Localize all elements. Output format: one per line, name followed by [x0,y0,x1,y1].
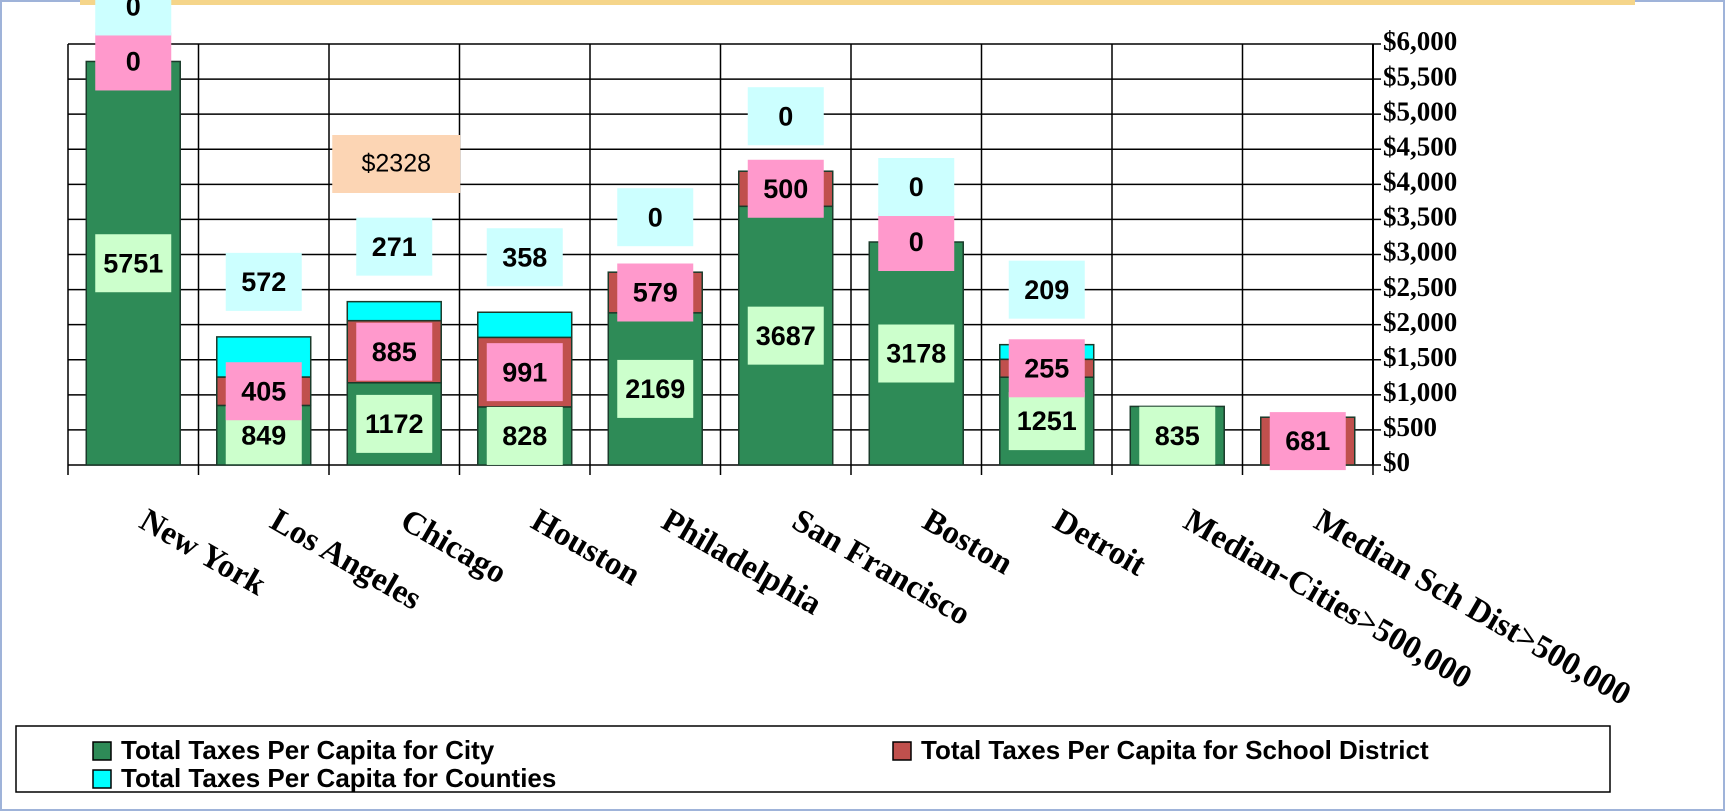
data-label-box [747,159,824,218]
data-label-box [356,394,433,453]
bar-segment [477,311,573,339]
data-label: 0 [909,172,924,202]
data-label: 209 [1024,275,1069,305]
data-label: 3178 [886,339,946,369]
data-label-box [486,343,563,402]
data-label: 500 [763,174,808,204]
legend-box [15,725,1611,793]
data-label-box [95,234,172,293]
data-label-box [617,263,694,322]
data-label-box [95,32,172,91]
bar-segment [346,300,442,322]
y-tick-label: $6,000 [1383,26,1457,56]
data-label-box [878,213,955,272]
data-label-box [225,362,302,421]
data-label-box [356,322,433,381]
legend-label: Total Taxes Per Capita for Counties [121,763,556,793]
data-label-box [747,87,824,146]
data-label-box [878,324,955,383]
data-label-box [486,406,563,465]
data-label: 0 [126,0,141,22]
data-label: 358 [502,242,547,272]
data-label-box [225,252,302,311]
data-label: 835 [1155,421,1200,451]
data-label: 849 [241,420,286,450]
data-label-box [1139,406,1216,465]
data-label: 572 [241,267,286,297]
data-label-box [747,306,824,365]
legend-swatch [92,769,112,789]
legend-label: Total Taxes Per Capita for City [121,735,495,765]
legend-swatch [92,741,112,761]
data-label: 5751 [103,248,163,278]
data-label: 1172 [365,409,424,439]
data-label: 0 [648,202,663,232]
data-label-box [1008,339,1085,398]
annotation-box [332,135,461,193]
data-label: 681 [1285,426,1330,456]
data-label: 1251 [1017,406,1077,436]
data-label: 0 [909,227,924,257]
y-tick-label: $5,000 [1383,96,1457,126]
data-label-box [486,228,563,287]
data-label: 991 [502,357,547,387]
y-tick-label: $500 [1383,412,1437,442]
data-label: 271 [372,232,417,262]
data-label: 0 [778,101,793,131]
data-label: 3687 [756,321,816,351]
y-tick-label: $4,000 [1383,167,1457,197]
y-tick-label: $3,000 [1383,237,1457,267]
data-label-box [1008,392,1085,451]
data-label-box [617,188,694,247]
top-band [80,0,1635,5]
legend-swatch [892,741,912,761]
y-tick-label: $2,000 [1383,307,1457,337]
y-tick-label: $2,500 [1383,272,1457,302]
data-label: 405 [241,376,286,406]
data-label: 0 [126,47,141,77]
data-label: 885 [372,337,417,367]
y-tick-label: $1,000 [1383,377,1457,407]
data-label-box [617,359,694,418]
y-tick-label: $3,500 [1383,202,1457,232]
data-label-box [878,158,955,217]
data-label-box [95,0,172,36]
y-tick-label: $5,500 [1383,61,1457,91]
data-label: 828 [502,421,547,451]
legend-label: Total Taxes Per Capita for School Distri… [921,735,1429,765]
annotation: $2328 [361,150,431,178]
data-label: 255 [1024,353,1069,383]
data-label-box [356,217,433,276]
y-tick-label: $0 [1383,447,1410,477]
data-label: 579 [633,278,678,308]
data-label-box [1269,412,1346,471]
data-label-box [1008,260,1085,319]
y-tick-label: $4,500 [1383,131,1457,161]
y-tick-label: $1,500 [1383,342,1457,372]
data-label: 2169 [625,374,685,404]
